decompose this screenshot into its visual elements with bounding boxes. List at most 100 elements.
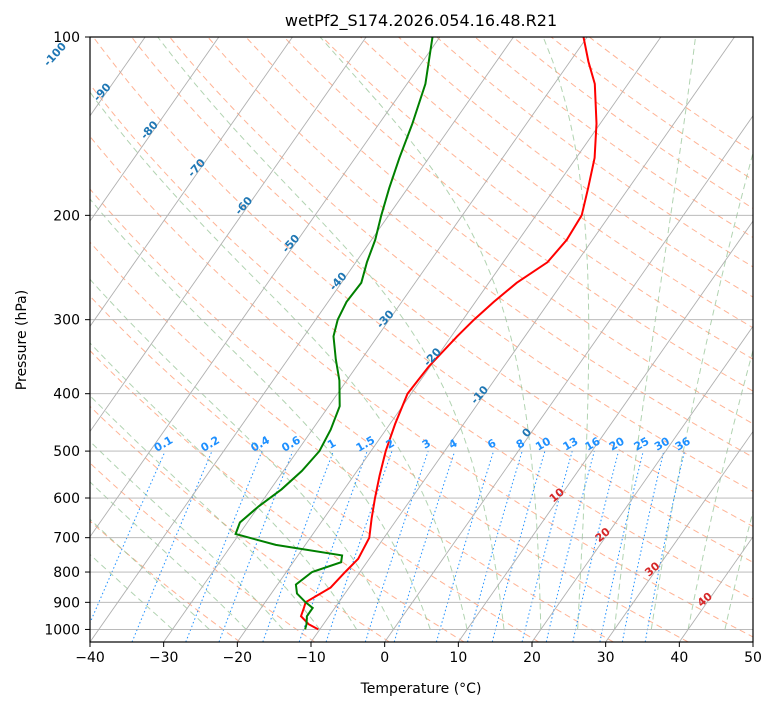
mixing-ratio-line: [621, 450, 665, 642]
plot-frame: [89, 36, 754, 643]
y-axis-ticks: 1000 900 800 700 600 500 400 300 200 100: [44, 30, 90, 638]
isotherm: [90, 37, 220, 222]
isotherm-label: -40: [327, 269, 350, 293]
mixing-ratio-line: [467, 450, 523, 642]
moist-adiabat: [90, 481, 247, 630]
dry-adiabat: [90, 349, 465, 642]
mixing-ratio-line: [599, 450, 644, 642]
dry-adiabat: [321, 37, 753, 360]
mixing-ratio-label: 1: [325, 437, 338, 452]
y-tick-label: 500: [53, 444, 80, 460]
moist-adiabat: [90, 395, 321, 630]
dry-adiabat: [474, 37, 753, 239]
mixing-ratio-line: [218, 450, 294, 642]
x-tick-label: 20: [523, 650, 541, 666]
background-lines: [0, 37, 753, 642]
y-tick-label: 400: [53, 387, 80, 403]
y-axis-label: Pressure (hPa): [14, 290, 30, 390]
isotherm: [236, 37, 662, 642]
isotherm: [457, 220, 753, 642]
dry-adiabat: [283, 37, 753, 392]
x-tick-label: 30: [597, 650, 615, 666]
mixing-ratio-line: [325, 450, 393, 642]
mixing-ratio-line: [90, 450, 166, 625]
moist-adiabat: [90, 342, 358, 630]
isotherm-label: -70: [185, 156, 208, 180]
mixing-ratio-line: [364, 450, 429, 642]
dry-adiabat: [245, 37, 753, 425]
isotherm-label: -60: [232, 194, 255, 218]
isotherm-label: -90: [91, 80, 114, 104]
isotherm: [310, 37, 735, 642]
moist-adiabat: [687, 348, 753, 630]
x-tick-label: −10: [296, 650, 326, 666]
x-tick-label: 0: [380, 650, 389, 666]
dry-adiabat: [131, 37, 753, 527]
dry-adiabat: [90, 135, 753, 638]
mixing-ratio-label: 6: [485, 436, 498, 451]
isotherm-label: -50: [279, 232, 302, 256]
moist-adiabat: [90, 518, 210, 630]
mixing-ratio-line: [131, 450, 213, 642]
dry-adiabat: [169, 37, 753, 492]
dewpoint-line: [234, 37, 434, 630]
dry-adiabat: [90, 295, 540, 642]
x-axis-label: Temperature (°C): [360, 681, 482, 697]
isotherm-label: -80: [138, 118, 161, 142]
x-axis-ticks: −40 −30 −20 −10 0 10 20 30 40 50: [75, 642, 762, 666]
x-tick-label: 40: [670, 650, 688, 666]
moist-adiabat: [724, 509, 753, 630]
mixing-ratio-line: [491, 450, 546, 642]
isotherm: [0, 37, 72, 642]
isotherm: [752, 641, 753, 642]
mixing-ratio-line: [185, 450, 263, 642]
isotherm: [90, 37, 441, 538]
isotherm: [90, 37, 514, 642]
x-tick-label: 10: [449, 650, 467, 666]
y-tick-label: 600: [53, 491, 80, 507]
mixing-ratio-line: [572, 450, 620, 642]
isotherm-label: -20: [421, 345, 444, 369]
mixing-ratio-line: [545, 450, 595, 642]
y-tick-label: 900: [53, 595, 80, 611]
y-tick-label: 100: [53, 30, 80, 46]
data-series: [234, 37, 598, 631]
moist-adiabat: [90, 440, 284, 630]
x-tick-label: −30: [149, 650, 179, 666]
moist-adiabat: [157, 37, 505, 630]
mixing-ratio-line: [262, 450, 334, 642]
dry-adiabat: [90, 462, 315, 642]
isotherm-label: -10: [468, 383, 491, 407]
x-tick-label: −20: [223, 650, 253, 666]
moist-adiabat: [319, 37, 542, 630]
x-tick-label: 50: [744, 650, 762, 666]
moist-adiabat: [90, 91, 468, 630]
dry-adiabat: [436, 37, 753, 268]
dry-adiabat: [398, 37, 753, 298]
isotherm: [678, 535, 753, 642]
dry-adiabat: [512, 37, 753, 210]
y-tick-label: 200: [53, 208, 80, 224]
isotherm: [90, 37, 367, 433]
mixing-ratio-label: 3: [420, 437, 433, 452]
y-tick-label: 800: [53, 565, 80, 581]
moist-adiabat: [90, 553, 173, 630]
moist-adiabat-label: 20: [593, 525, 613, 545]
dry-adiabat: [588, 37, 753, 153]
moist-adiabat: [650, 151, 753, 630]
moist-adiabat: [614, 37, 696, 630]
mixing-ratio-label: 4: [446, 436, 459, 451]
isotherm: [531, 325, 753, 642]
isotherm-label: -30: [374, 307, 397, 331]
isotherm: [90, 37, 293, 328]
y-tick-label: 1000: [44, 622, 80, 638]
dry-adiabat: [550, 37, 753, 181]
dry-adiabat: [90, 188, 689, 642]
isotherm: [163, 37, 588, 642]
moist-adiabat-label: 40: [695, 590, 715, 610]
mixing-ratio-label: 8: [514, 437, 527, 452]
moist-adiabat: [542, 37, 590, 630]
mixing-ratio-line: [521, 450, 573, 642]
y-tick-label: 700: [53, 531, 80, 547]
